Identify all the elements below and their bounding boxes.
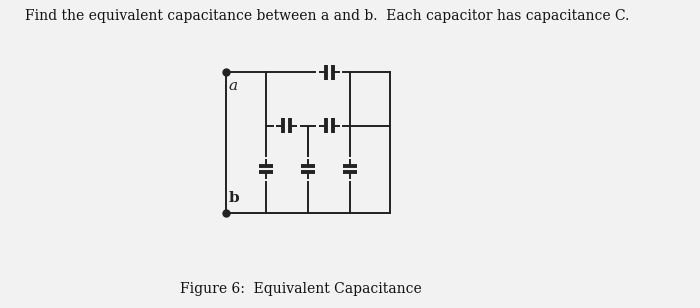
Text: Find the equivalent capacitance between a and b.  Each capacitor has capacitance: Find the equivalent capacitance between … xyxy=(25,9,629,23)
Text: a: a xyxy=(229,79,238,93)
Text: b: b xyxy=(229,192,239,205)
Text: Figure 6:  Equivalent Capacitance: Figure 6: Equivalent Capacitance xyxy=(180,282,422,296)
